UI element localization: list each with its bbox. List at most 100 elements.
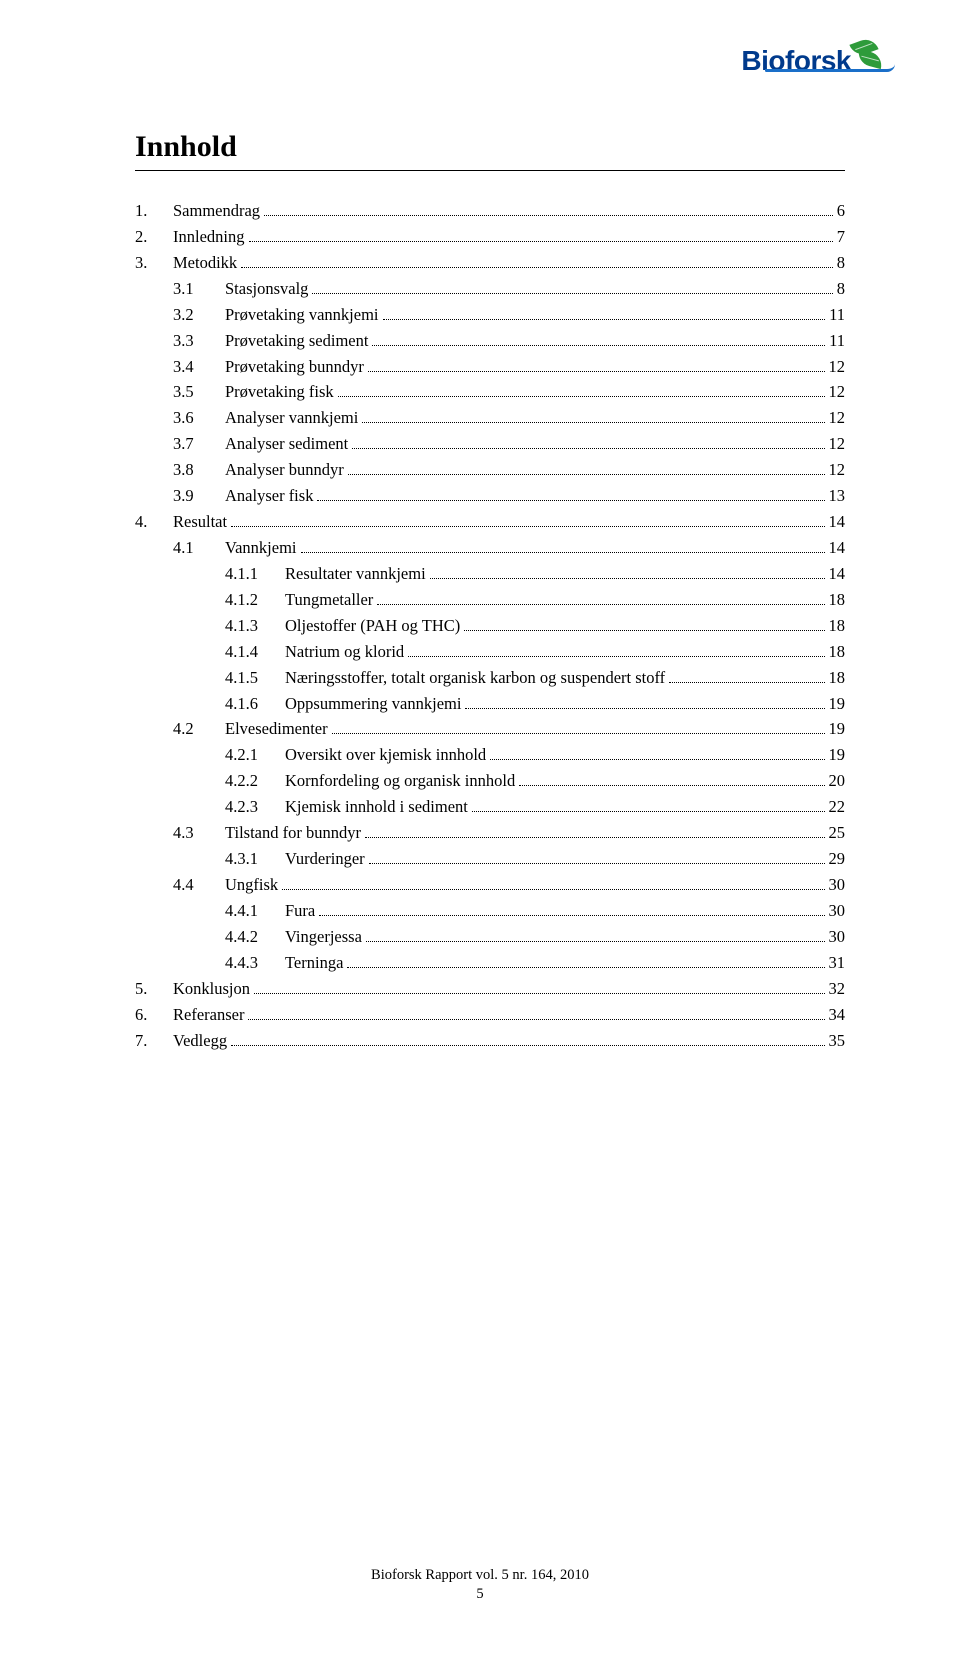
toc-entry-label: Fura	[285, 899, 315, 923]
toc-entry-page: 19	[829, 743, 846, 767]
toc-leader-dots	[254, 993, 824, 994]
toc-entry-label: Prøvetaking vannkjemi	[225, 303, 379, 327]
toc-leader-dots	[472, 811, 825, 812]
toc-entry: 5.Konklusjon32	[135, 977, 845, 1001]
toc-entry-label: Referanser	[173, 1003, 244, 1027]
toc-entry-page: 32	[829, 977, 846, 1001]
toc-entry-number: 3.1	[173, 277, 225, 301]
toc-leader-dots	[301, 552, 825, 553]
toc-entry-page: 18	[829, 640, 846, 664]
toc-entry-number: 4.1.4	[225, 640, 285, 664]
toc-entry-page: 30	[829, 873, 846, 897]
toc-entry-page: 25	[829, 821, 846, 845]
toc-entry-number: 4.1.5	[225, 666, 285, 690]
toc-entry-label: Tungmetaller	[285, 588, 373, 612]
toc-leader-dots	[264, 215, 833, 216]
toc-entry-label: Terninga	[285, 951, 343, 975]
toc-entry-number: 5.	[135, 977, 173, 1001]
toc-entry-label: Prøvetaking bunndyr	[225, 355, 364, 379]
toc-entry: 4.1.5Næringsstoffer, totalt organisk kar…	[135, 666, 845, 690]
toc-entry: 4.3Tilstand for bunndyr25	[135, 821, 845, 845]
logo-orsk: orsk	[794, 45, 851, 77]
toc-entry-page: 14	[829, 510, 846, 534]
toc-entry-label: Analyser vannkjemi	[225, 406, 358, 430]
toc-entry-number: 4.2.2	[225, 769, 285, 793]
logo-text: Bio f orsk	[741, 45, 851, 77]
toc-leader-dots	[369, 863, 825, 864]
toc-entry-number: 3.7	[173, 432, 225, 456]
toc-entry: 6.Referanser34	[135, 1003, 845, 1027]
toc-entry-label: Prøvetaking fisk	[225, 380, 334, 404]
toc-entry-number: 4.4.2	[225, 925, 285, 949]
toc-entry: 4.4.2Vingerjessa30	[135, 925, 845, 949]
toc-entry-number: 3.	[135, 251, 173, 275]
toc-entry-page: 30	[829, 925, 846, 949]
toc-entry-label: Resultater vannkjemi	[285, 562, 426, 586]
toc-entry-page: 19	[829, 717, 846, 741]
toc-entry-label: Ungfisk	[225, 873, 278, 897]
toc-entry: 4.1.3Oljestoffer (PAH og THC)18	[135, 614, 845, 638]
toc-leader-dots	[368, 371, 825, 372]
toc-entry-number: 2.	[135, 225, 173, 249]
toc-entry-page: 35	[829, 1029, 846, 1053]
toc-leader-dots	[377, 604, 824, 605]
toc-entry-label: Analyser fisk	[225, 484, 313, 508]
toc-entry-number: 4.4.1	[225, 899, 285, 923]
toc-entry-page: 8	[837, 277, 845, 301]
toc-leader-dots	[249, 241, 833, 242]
toc-leader-dots	[319, 915, 824, 916]
toc-entry-page: 18	[829, 666, 846, 690]
toc-entry-number: 4.	[135, 510, 173, 534]
toc-entry-page: 34	[829, 1003, 846, 1027]
toc-entry: 4.1.4Natrium og klorid18	[135, 640, 845, 664]
toc-entry-number: 3.2	[173, 303, 225, 327]
toc-leader-dots	[430, 578, 825, 579]
toc-entry: 4.2.3Kjemisk innhold i sediment22	[135, 795, 845, 819]
toc-entry-number: 4.1.6	[225, 692, 285, 716]
toc-entry: 4.2.2Kornfordeling og organisk innhold20	[135, 769, 845, 793]
toc-entry-page: 12	[829, 380, 846, 404]
toc-entry: 3.Metodikk8	[135, 251, 845, 275]
toc-leader-dots	[490, 759, 824, 760]
toc-entry: 3.3Prøvetaking sediment11	[135, 329, 845, 353]
toc-leader-dots	[362, 422, 824, 423]
logo-bio: Bio	[741, 45, 785, 77]
toc-entry-label: Elvesedimenter	[225, 717, 328, 741]
toc-entry-label: Prøvetaking sediment	[225, 329, 368, 353]
toc-entry-number: 4.1	[173, 536, 225, 560]
toc-entry: 4.1.2Tungmetaller18	[135, 588, 845, 612]
toc-entry-page: 20	[829, 769, 846, 793]
toc-entry: 4.1.1Resultater vannkjemi14	[135, 562, 845, 586]
toc-leader-dots	[241, 267, 833, 268]
page-title: Innhold	[135, 130, 845, 164]
toc-leader-dots	[669, 682, 824, 683]
toc-entry-page: 14	[829, 536, 846, 560]
toc-leader-dots	[231, 1045, 824, 1046]
toc-entry: 4.4Ungfisk 30	[135, 873, 845, 897]
toc-entry-label: Kjemisk innhold i sediment	[285, 795, 468, 819]
toc-entry-number: 4.3.1	[225, 847, 285, 871]
toc-leader-dots	[282, 889, 824, 890]
toc-entry-number: 4.4	[173, 873, 225, 897]
toc-entry-number: 3.3	[173, 329, 225, 353]
toc-entry-label: Tilstand for bunndyr	[225, 821, 361, 845]
page-footer: Bioforsk Rapport vol. 5 nr. 164, 2010 5	[0, 1566, 960, 1605]
toc-entry-number: 3.9	[173, 484, 225, 508]
toc-entry-number: 4.4.3	[225, 951, 285, 975]
toc-entry-number: 4.1.2	[225, 588, 285, 612]
toc-leader-dots	[408, 656, 824, 657]
toc-entry-number: 4.1.1	[225, 562, 285, 586]
toc-leader-dots	[365, 837, 825, 838]
toc-entry-number: 7.	[135, 1029, 173, 1053]
toc-entry-page: 12	[829, 406, 846, 430]
toc-entry: 3.8Analyser bunndyr12	[135, 458, 845, 482]
toc-leader-dots	[231, 526, 824, 527]
toc-leader-dots	[317, 500, 824, 501]
toc-leader-dots	[347, 967, 824, 968]
toc-entry-page: 7	[837, 225, 845, 249]
toc-entry: 4.4.3Terninga31	[135, 951, 845, 975]
toc-entry-page: 8	[837, 251, 845, 275]
toc-entry-page: 12	[829, 432, 846, 456]
toc-entry-page: 30	[829, 899, 846, 923]
toc-entry: 3.2Prøvetaking vannkjemi11	[135, 303, 845, 327]
